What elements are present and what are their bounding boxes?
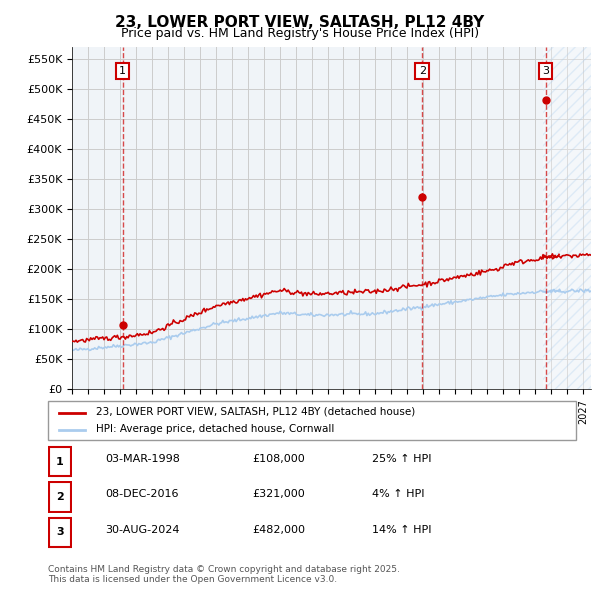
FancyBboxPatch shape: [49, 447, 71, 476]
Text: 3: 3: [542, 66, 549, 76]
FancyBboxPatch shape: [49, 483, 71, 512]
Text: 30-AUG-2024: 30-AUG-2024: [105, 525, 179, 535]
Text: £108,000: £108,000: [252, 454, 305, 464]
Text: Price paid vs. HM Land Registry's House Price Index (HPI): Price paid vs. HM Land Registry's House …: [121, 27, 479, 40]
Text: 25% ↑ HPI: 25% ↑ HPI: [372, 454, 431, 464]
Text: 23, LOWER PORT VIEW, SALTASH, PL12 4BY: 23, LOWER PORT VIEW, SALTASH, PL12 4BY: [115, 15, 485, 30]
Text: 1: 1: [119, 66, 126, 76]
Text: 3: 3: [56, 527, 64, 537]
Text: 08-DEC-2016: 08-DEC-2016: [105, 489, 179, 499]
Text: 03-MAR-1998: 03-MAR-1998: [105, 454, 180, 464]
Text: Contains HM Land Registry data © Crown copyright and database right 2025.
This d: Contains HM Land Registry data © Crown c…: [48, 565, 400, 584]
FancyBboxPatch shape: [49, 518, 71, 547]
Text: 14% ↑ HPI: 14% ↑ HPI: [372, 525, 431, 535]
Text: 1: 1: [56, 457, 64, 467]
Text: 2: 2: [419, 66, 426, 76]
Text: £482,000: £482,000: [252, 525, 305, 535]
Text: 2: 2: [56, 492, 64, 502]
FancyBboxPatch shape: [48, 401, 576, 440]
Text: £321,000: £321,000: [252, 489, 305, 499]
Text: 4% ↑ HPI: 4% ↑ HPI: [372, 489, 425, 499]
Text: 23, LOWER PORT VIEW, SALTASH, PL12 4BY (detached house): 23, LOWER PORT VIEW, SALTASH, PL12 4BY (…: [95, 407, 415, 417]
Text: HPI: Average price, detached house, Cornwall: HPI: Average price, detached house, Corn…: [95, 424, 334, 434]
